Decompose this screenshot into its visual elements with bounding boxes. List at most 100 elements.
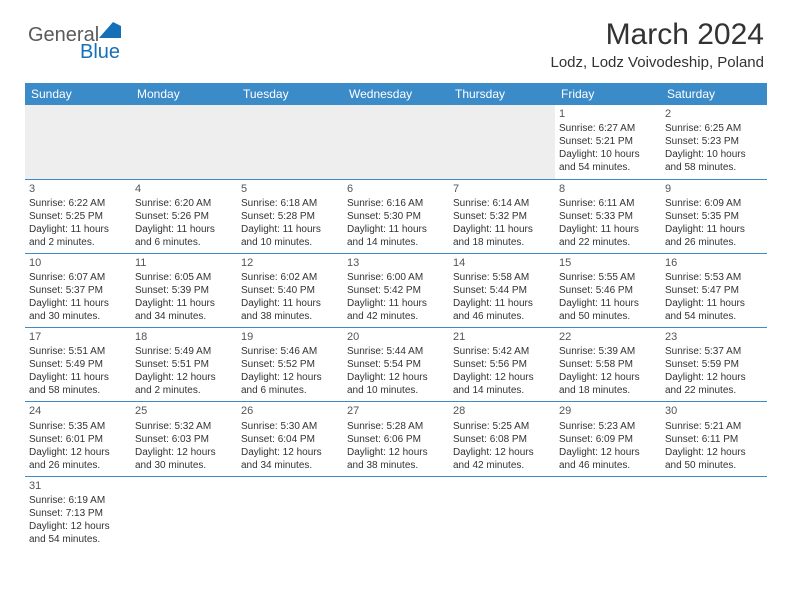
calendar-day-cell: 28Sunrise: 5:25 AMSunset: 6:08 PMDayligh…	[449, 402, 555, 476]
sunrise-text: Sunrise: 5:44 AM	[347, 345, 445, 358]
calendar-row: 24Sunrise: 5:35 AMSunset: 6:01 PMDayligh…	[25, 402, 767, 476]
sunrise-text: Sunrise: 5:23 AM	[559, 420, 657, 433]
day-number: 7	[453, 182, 551, 196]
page-header: General Blue March 2024 Lodz, Lodz Voivo…	[0, 0, 792, 79]
day-number: 26	[241, 404, 339, 418]
daylight-text: Daylight: 11 hours and 58 minutes.	[29, 371, 127, 397]
brand-text-blue: Blue	[80, 41, 148, 64]
sunset-text: Sunset: 5:54 PM	[347, 358, 445, 371]
calendar-body: 1Sunrise: 6:27 AMSunset: 5:21 PMDaylight…	[25, 105, 767, 550]
calendar-day-cell: 22Sunrise: 5:39 AMSunset: 5:58 PMDayligh…	[555, 328, 661, 402]
calendar-day-cell: 24Sunrise: 5:35 AMSunset: 6:01 PMDayligh…	[25, 402, 131, 476]
day-number: 17	[29, 330, 127, 344]
weekday-header: Saturday	[661, 83, 767, 105]
day-number: 16	[665, 256, 763, 270]
sunset-text: Sunset: 7:13 PM	[29, 507, 127, 520]
month-title: March 2024	[551, 18, 765, 52]
weekday-header: Sunday	[25, 83, 131, 105]
weekday-header: Tuesday	[237, 83, 343, 105]
day-number: 27	[347, 404, 445, 418]
sunrise-text: Sunrise: 5:42 AM	[453, 345, 551, 358]
sunset-text: Sunset: 5:46 PM	[559, 284, 657, 297]
sunrise-text: Sunrise: 6:25 AM	[665, 122, 763, 135]
day-number: 28	[453, 404, 551, 418]
day-number: 12	[241, 256, 339, 270]
sunrise-text: Sunrise: 5:30 AM	[241, 420, 339, 433]
calendar-blank-cell	[237, 476, 343, 550]
sunrise-text: Sunrise: 6:09 AM	[665, 197, 763, 210]
calendar-day-cell: 11Sunrise: 6:05 AMSunset: 5:39 PMDayligh…	[131, 253, 237, 327]
calendar-day-cell: 3Sunrise: 6:22 AMSunset: 5:25 PMDaylight…	[25, 179, 131, 253]
sunrise-text: Sunrise: 6:07 AM	[29, 271, 127, 284]
calendar-row: 10Sunrise: 6:07 AMSunset: 5:37 PMDayligh…	[25, 253, 767, 327]
sunset-text: Sunset: 5:42 PM	[347, 284, 445, 297]
daylight-text: Daylight: 12 hours and 14 minutes.	[453, 371, 551, 397]
calendar-row: 1Sunrise: 6:27 AMSunset: 5:21 PMDaylight…	[25, 105, 767, 179]
sunrise-text: Sunrise: 5:53 AM	[665, 271, 763, 284]
calendar-day-cell: 21Sunrise: 5:42 AMSunset: 5:56 PMDayligh…	[449, 328, 555, 402]
sunrise-text: Sunrise: 6:14 AM	[453, 197, 551, 210]
sunset-text: Sunset: 5:30 PM	[347, 210, 445, 223]
daylight-text: Daylight: 11 hours and 38 minutes.	[241, 297, 339, 323]
sunrise-text: Sunrise: 5:25 AM	[453, 420, 551, 433]
calendar-day-cell: 23Sunrise: 5:37 AMSunset: 5:59 PMDayligh…	[661, 328, 767, 402]
calendar-row: 31Sunrise: 6:19 AMSunset: 7:13 PMDayligh…	[25, 476, 767, 550]
daylight-text: Daylight: 11 hours and 46 minutes.	[453, 297, 551, 323]
sunset-text: Sunset: 5:52 PM	[241, 358, 339, 371]
day-number: 4	[135, 182, 233, 196]
calendar-empty-cell	[343, 105, 449, 179]
sunrise-text: Sunrise: 5:49 AM	[135, 345, 233, 358]
sunset-text: Sunset: 5:59 PM	[665, 358, 763, 371]
calendar-empty-cell	[25, 105, 131, 179]
daylight-text: Daylight: 11 hours and 22 minutes.	[559, 223, 657, 249]
daylight-text: Daylight: 12 hours and 54 minutes.	[29, 520, 127, 546]
calendar-row: 17Sunrise: 5:51 AMSunset: 5:49 PMDayligh…	[25, 328, 767, 402]
calendar-day-cell: 26Sunrise: 5:30 AMSunset: 6:04 PMDayligh…	[237, 402, 343, 476]
calendar-blank-cell	[661, 476, 767, 550]
daylight-text: Daylight: 12 hours and 10 minutes.	[347, 371, 445, 397]
daylight-text: Daylight: 10 hours and 58 minutes.	[665, 148, 763, 174]
sunrise-text: Sunrise: 5:21 AM	[665, 420, 763, 433]
calendar-empty-cell	[237, 105, 343, 179]
sunset-text: Sunset: 5:37 PM	[29, 284, 127, 297]
sunset-text: Sunset: 6:03 PM	[135, 433, 233, 446]
day-number: 2	[665, 107, 763, 121]
calendar-blank-cell	[449, 476, 555, 550]
title-block: March 2024 Lodz, Lodz Voivodeship, Polan…	[551, 18, 765, 71]
sunset-text: Sunset: 5:56 PM	[453, 358, 551, 371]
day-number: 25	[135, 404, 233, 418]
sunset-text: Sunset: 5:51 PM	[135, 358, 233, 371]
daylight-text: Daylight: 12 hours and 30 minutes.	[135, 446, 233, 472]
daylight-text: Daylight: 10 hours and 54 minutes.	[559, 148, 657, 174]
sunrise-text: Sunrise: 5:35 AM	[29, 420, 127, 433]
sunset-text: Sunset: 5:35 PM	[665, 210, 763, 223]
sunset-text: Sunset: 5:26 PM	[135, 210, 233, 223]
calendar-day-cell: 29Sunrise: 5:23 AMSunset: 6:09 PMDayligh…	[555, 402, 661, 476]
sunset-text: Sunset: 5:40 PM	[241, 284, 339, 297]
calendar-day-cell: 13Sunrise: 6:00 AMSunset: 5:42 PMDayligh…	[343, 253, 449, 327]
sunset-text: Sunset: 5:44 PM	[453, 284, 551, 297]
day-number: 8	[559, 182, 657, 196]
sunset-text: Sunset: 5:47 PM	[665, 284, 763, 297]
daylight-text: Daylight: 12 hours and 26 minutes.	[29, 446, 127, 472]
day-number: 19	[241, 330, 339, 344]
sunrise-text: Sunrise: 6:20 AM	[135, 197, 233, 210]
daylight-text: Daylight: 11 hours and 30 minutes.	[29, 297, 127, 323]
calendar-day-cell: 15Sunrise: 5:55 AMSunset: 5:46 PMDayligh…	[555, 253, 661, 327]
sunrise-text: Sunrise: 6:02 AM	[241, 271, 339, 284]
calendar-blank-cell	[131, 476, 237, 550]
day-number: 20	[347, 330, 445, 344]
sunrise-text: Sunrise: 5:37 AM	[665, 345, 763, 358]
sunrise-text: Sunrise: 6:16 AM	[347, 197, 445, 210]
calendar-table: SundayMondayTuesdayWednesdayThursdayFrid…	[25, 83, 767, 550]
daylight-text: Daylight: 12 hours and 46 minutes.	[559, 446, 657, 472]
sunset-text: Sunset: 6:04 PM	[241, 433, 339, 446]
sunset-text: Sunset: 6:09 PM	[559, 433, 657, 446]
sunrise-text: Sunrise: 6:05 AM	[135, 271, 233, 284]
daylight-text: Daylight: 12 hours and 38 minutes.	[347, 446, 445, 472]
sunrise-text: Sunrise: 5:46 AM	[241, 345, 339, 358]
day-number: 30	[665, 404, 763, 418]
calendar-day-cell: 25Sunrise: 5:32 AMSunset: 6:03 PMDayligh…	[131, 402, 237, 476]
sunset-text: Sunset: 6:11 PM	[665, 433, 763, 446]
calendar-day-cell: 5Sunrise: 6:18 AMSunset: 5:28 PMDaylight…	[237, 179, 343, 253]
